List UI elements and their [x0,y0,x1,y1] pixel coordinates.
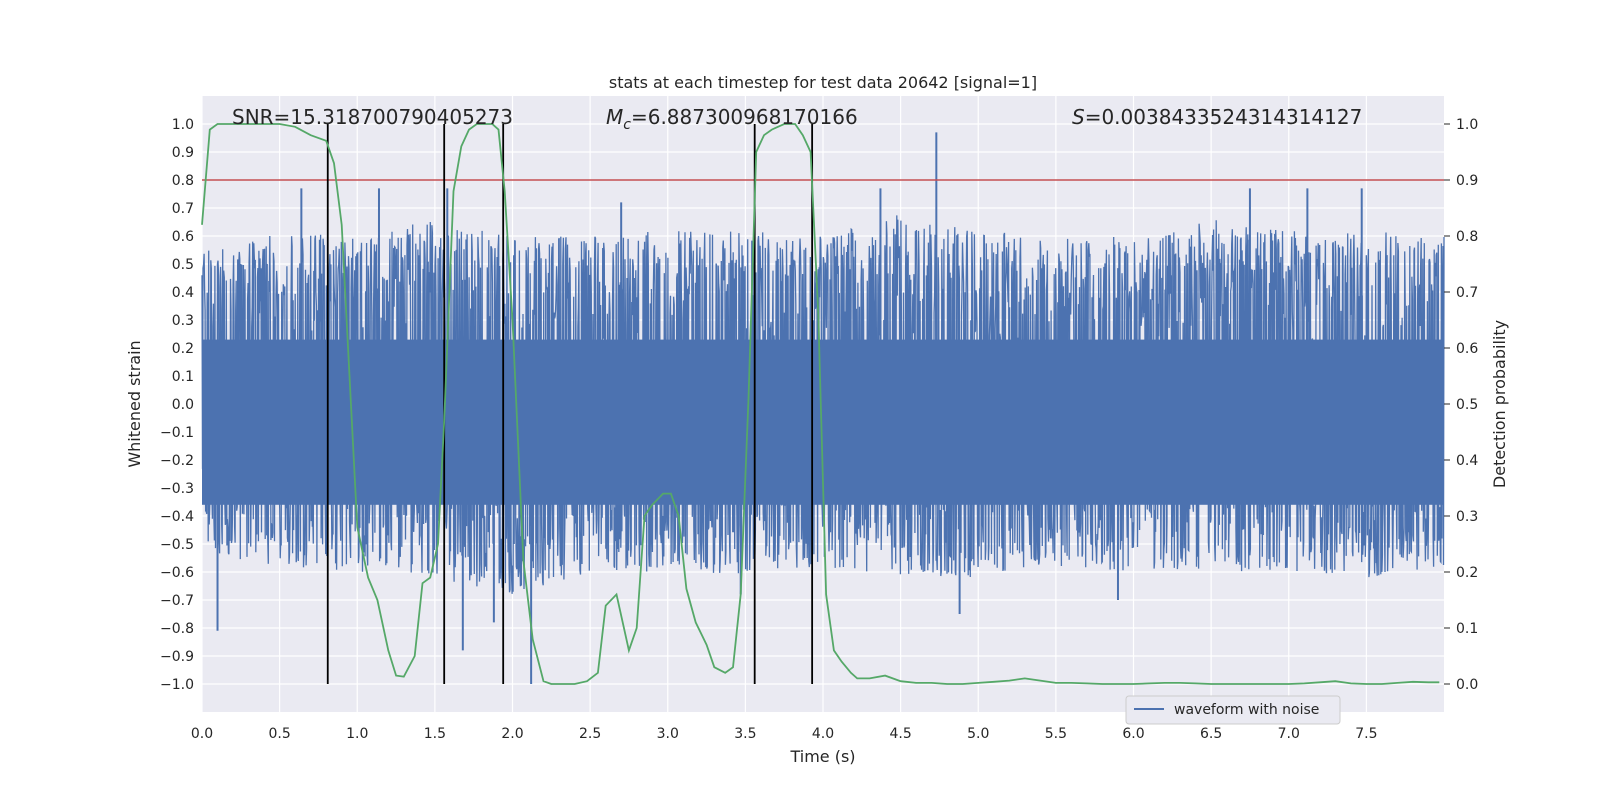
left-y-axis-label: Whitened strain [125,340,144,467]
right-y-tick-label: 0.5 [1456,397,1478,413]
right-y-tick-label: 0.7 [1456,285,1478,301]
x-tick-label: 2.0 [501,726,523,742]
chirp-mass-subscript: c [623,117,631,133]
left-y-tick-label: −0.9 [160,649,194,665]
chart-title: stats at each timestep for test data 206… [609,73,1037,92]
right-y-tick-label: 0.8 [1456,229,1478,245]
x-tick-label: 3.5 [734,726,756,742]
x-tick-label: 7.0 [1278,726,1300,742]
detection-probability-series [201,123,1440,685]
x-tick-label: 5.5 [1045,726,1067,742]
left-y-tick-label: 0.0 [172,397,194,413]
legend: waveform with noise [1125,695,1341,725]
s-value: =0.0038433524314314127 [1085,105,1363,129]
left-y-tick-label: −0.6 [160,565,194,581]
left-y-tick-label: 0.2 [172,341,194,357]
left-y-tick-label: −0.5 [160,537,194,553]
x-tick-label: 4.5 [889,726,911,742]
left-y-tick-label: −0.4 [160,509,194,525]
right-y-tick-label: 0.9 [1456,173,1478,189]
left-y-tick-label: 0.4 [172,285,194,301]
s-symbol: S [1072,105,1085,129]
detection-probability-line [201,123,1440,685]
left-y-tick-label: 0.6 [172,229,194,245]
right-y-axis-label: Detection probability [1490,320,1509,488]
left-y-tick-label: 0.8 [172,173,194,189]
left-y-tick-label: 0.3 [172,313,194,329]
left-y-tick-label: 1.0 [172,117,194,133]
chirp-mass-value: =6.887300968170166 [631,105,858,129]
right-y-tick-label: 0.4 [1456,453,1478,469]
left-y-tick-label: −0.8 [160,621,194,637]
left-y-tick-label: 0.1 [172,369,194,385]
x-tick-label: 6.5 [1200,726,1222,742]
right-y-tick-label: 0.2 [1456,565,1478,581]
x-tick-label: 6.0 [1122,726,1144,742]
x-axis-label: Time (s) [789,747,855,766]
right-y-tick-label: 0.3 [1456,509,1478,525]
left-y-tick-label: −1.0 [160,677,194,693]
x-tick-label: 1.0 [346,726,368,742]
right-y-tick-label: 0.0 [1456,677,1478,693]
x-tick-label: 1.5 [424,726,446,742]
x-tick-label: 5.0 [967,726,989,742]
snr-annotation: SNR=15.318700790405273 [232,105,513,129]
right-y-tick-label: 0.1 [1456,621,1478,637]
x-tick-label: 3.0 [657,726,679,742]
chirp-mass-symbol: M [606,105,623,129]
s-annotation: S=0.0038433524314314127 [1072,105,1362,129]
left-y-tick-label: 0.5 [172,257,194,273]
right-y-tick-label: 0.6 [1456,341,1478,357]
x-tick-label: 4.0 [812,726,834,742]
x-tick-label: 2.5 [579,726,601,742]
chirp-mass-annotation: Mc=6.887300968170166 [606,105,858,133]
x-tick-label: 0.5 [268,726,290,742]
right-y-axis-ticks: 1.0 0.9 0.8 0.7 0.6 0.5 0.4 0.3 0.2 0.1 0.0 [1444,117,1478,693]
left-y-tick-label: −0.1 [160,425,194,441]
left-y-tick-label: −0.7 [160,593,194,609]
left-y-tick-label: −0.2 [160,453,194,469]
x-tick-label: 0.0 [191,726,213,742]
legend-box [1125,695,1341,725]
right-y-tick-label: 1.0 [1456,117,1478,133]
x-axis-ticks: 0.0 0.5 1.0 1.5 2.0 2.5 3.0 3.5 4.0 4.5 5.0 5.5 6.0 6… [191,726,1378,742]
left-y-tick-label: −0.3 [160,481,194,497]
x-tick-label: 7.5 [1355,726,1377,742]
left-y-tick-label: 0.7 [172,201,194,217]
left-y-axis-ticks: 1.0 0.9 0.8 0.7 0.6 0.5 0.4 0.3 0.2 0.1 0.0 −0.1 −0.… [160,117,194,693]
left-y-tick-label: 0.9 [172,145,194,161]
legend-label: waveform with noise [1174,702,1319,718]
